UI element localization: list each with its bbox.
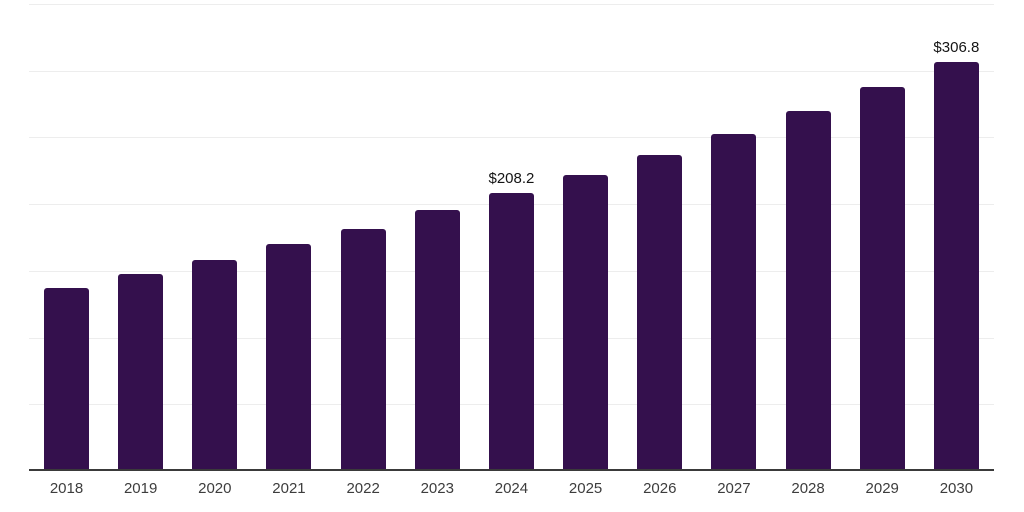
gridline-300 bbox=[29, 70, 994, 72]
x-axis: 2018 2019 2020 2021 2022 2023 2024 2025 2026 2027… bbox=[29, 480, 994, 498]
bar-2019 bbox=[118, 274, 164, 471]
x-tick-label-2027: 2027 bbox=[717, 480, 751, 497]
bar-2025 bbox=[563, 174, 609, 471]
x-tick-label-2023: 2023 bbox=[420, 480, 454, 497]
x-tick-label-2024: 2024 bbox=[494, 480, 529, 497]
bar-2018 bbox=[44, 287, 89, 471]
bar-2028 bbox=[785, 111, 831, 471]
x-tick-label-2019: 2019 bbox=[123, 480, 158, 497]
x-tick-label-2021: 2021 bbox=[272, 480, 306, 497]
bar-2026 bbox=[637, 154, 683, 471]
gridline-350 bbox=[29, 4, 994, 5]
plot-area: $208.2 $306.8 bbox=[29, 4, 994, 471]
bar-2024: $208.2 bbox=[488, 171, 534, 471]
bar-2023 bbox=[414, 210, 460, 471]
gridline-250 bbox=[29, 137, 994, 139]
x-tick-label-2029: 2029 bbox=[865, 480, 899, 497]
bar-2020 bbox=[192, 259, 238, 471]
value-label-2024: $208.2 bbox=[488, 170, 535, 188]
x-tick-label-2028: 2028 bbox=[791, 480, 825, 497]
bar-2021 bbox=[266, 244, 312, 471]
x-tick-label-2018: 2018 bbox=[49, 480, 84, 497]
bar-series: $208.2 $306.8 bbox=[29, 4, 994, 471]
bar-2027 bbox=[711, 133, 757, 471]
x-tick-label-2025: 2025 bbox=[568, 480, 603, 497]
x-tick-label-2022: 2022 bbox=[346, 480, 380, 497]
x-tick-label-2020: 2020 bbox=[198, 480, 232, 497]
x-tick-label-2030: 2030 bbox=[939, 480, 974, 497]
bar-2029 bbox=[859, 87, 905, 471]
x-axis-labels: 2018 2019 2020 2021 2022 2023 2024 2025 2026 2027… bbox=[44, 480, 979, 498]
bar-2030: $306.8 bbox=[933, 40, 979, 471]
value-label-2030: $306.8 bbox=[933, 38, 980, 56]
bar-2022 bbox=[340, 228, 386, 471]
x-axis-line bbox=[29, 469, 994, 471]
x-tick-label-2026: 2026 bbox=[643, 480, 677, 497]
